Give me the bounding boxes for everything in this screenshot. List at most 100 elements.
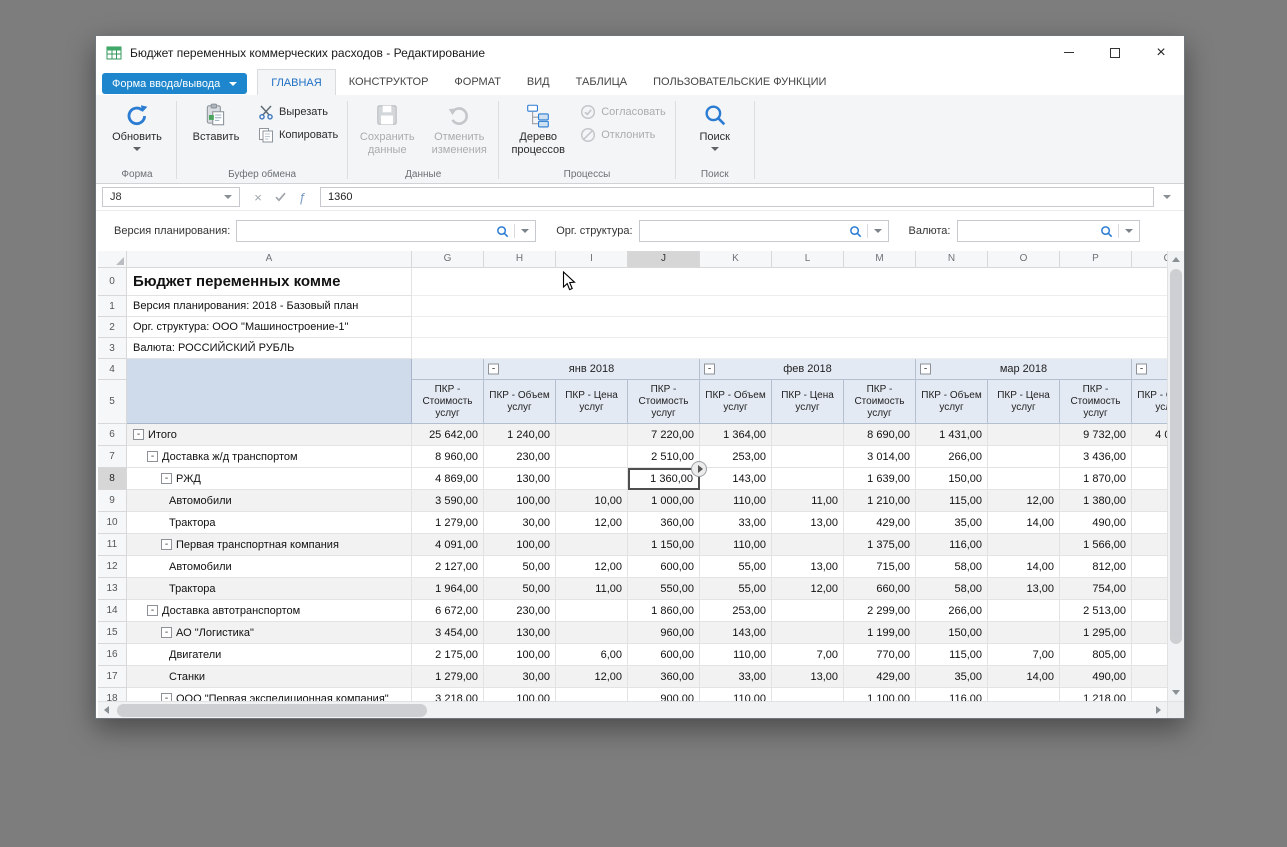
reject-button[interactable]: Отклонить — [575, 124, 670, 145]
minimize-button[interactable] — [1046, 36, 1092, 69]
cell-G14[interactable]: 6 672,00 — [412, 600, 484, 622]
column-header-O[interactable]: O — [988, 251, 1060, 268]
cell-N7[interactable]: 266,00 — [916, 446, 988, 468]
row-label-9[interactable]: Автомобили — [127, 490, 412, 512]
cell-Q9[interactable] — [1132, 490, 1167, 512]
cell-H6[interactable]: 1 240,00 — [484, 424, 556, 446]
cell-M18[interactable]: 1 100,00 — [844, 688, 916, 701]
cell-N10[interactable]: 35,00 — [916, 512, 988, 534]
cell-G16[interactable]: 2 175,00 — [412, 644, 484, 666]
row-header-8[interactable]: 8 — [98, 468, 127, 490]
tab-3[interactable]: ВИД — [514, 69, 563, 95]
column-header-H[interactable]: H — [484, 251, 556, 268]
collapse-button[interactable]: - — [1136, 364, 1147, 375]
titlebar[interactable]: Бюджет переменных коммерческих расходов … — [96, 36, 1184, 69]
cell-J9[interactable]: 1 000,00 — [628, 490, 700, 512]
cell-G15[interactable]: 3 454,00 — [412, 622, 484, 644]
cell-L8[interactable] — [772, 468, 844, 490]
cell-K6[interactable]: 1 364,00 — [700, 424, 772, 446]
cell-I11[interactable] — [556, 534, 628, 556]
horizontal-scroll-thumb[interactable] — [117, 704, 427, 717]
collapse-button[interactable]: - — [704, 364, 715, 375]
cell-Q6[interactable]: 4 035,00 — [1132, 424, 1167, 446]
cell-H7[interactable]: 230,00 — [484, 446, 556, 468]
row-label-12[interactable]: Автомобили — [127, 556, 412, 578]
row-label-6[interactable]: -Итого — [127, 424, 412, 446]
cell-M17[interactable]: 429,00 — [844, 666, 916, 688]
cell-G11[interactable]: 4 091,00 — [412, 534, 484, 556]
cell-Q18[interactable] — [1132, 688, 1167, 701]
cell-O15[interactable] — [988, 622, 1060, 644]
cell-I13[interactable]: 11,00 — [556, 578, 628, 600]
sheet-title-cell[interactable]: Бюджет переменных комме — [127, 268, 412, 296]
cell-M8[interactable]: 1 639,00 — [844, 468, 916, 490]
measure-header-N[interactable]: ПКР - Объем услуг — [916, 380, 988, 424]
cell-H14[interactable]: 230,00 — [484, 600, 556, 622]
row-label-11[interactable]: -Первая транспортная компания — [127, 534, 412, 556]
measure-header-L[interactable]: ПКР - Цена услуг — [772, 380, 844, 424]
row-label-15[interactable]: -АО "Логистика" — [127, 622, 412, 644]
chevron-down-icon[interactable] — [711, 147, 719, 151]
search-icon[interactable] — [496, 225, 509, 238]
cell-K8[interactable]: 143,00 — [700, 468, 772, 490]
measure-header-I[interactable]: ПКР - Цена услуг — [556, 380, 628, 424]
cell-J11[interactable]: 1 150,00 — [628, 534, 700, 556]
cell-I14[interactable] — [556, 600, 628, 622]
measure-header-O[interactable]: ПКР - Цена услуг — [988, 380, 1060, 424]
row-header-0[interactable]: 0 — [98, 268, 127, 296]
chevron-down-icon[interactable] — [133, 147, 141, 151]
cell-H12[interactable]: 50,00 — [484, 556, 556, 578]
column-header-J[interactable]: J — [628, 251, 700, 268]
cell-P10[interactable]: 490,00 — [1060, 512, 1132, 534]
row-header-3[interactable]: 3 — [98, 338, 127, 359]
cell-name-box[interactable]: J8 — [102, 187, 240, 207]
sheet-info-cell[interactable]: Версия планирования: 2018 - Базовый план — [127, 296, 412, 317]
cell-L16[interactable]: 7,00 — [772, 644, 844, 666]
cell-O12[interactable]: 14,00 — [988, 556, 1060, 578]
process-tree-button[interactable]: Дерево процессов — [503, 98, 573, 162]
row-header-2[interactable]: 2 — [98, 317, 127, 338]
column-header-N[interactable]: N — [916, 251, 988, 268]
cell-I9[interactable]: 10,00 — [556, 490, 628, 512]
cell-P18[interactable]: 1 218,00 — [1060, 688, 1132, 701]
cell-Q16[interactable] — [1132, 644, 1167, 666]
column-header-Q[interactable]: Q — [1132, 251, 1167, 268]
cell-H9[interactable]: 100,00 — [484, 490, 556, 512]
cell-G12[interactable]: 2 127,00 — [412, 556, 484, 578]
chevron-down-icon[interactable] — [224, 195, 232, 199]
close-button[interactable]: × — [1138, 36, 1184, 69]
cell-Q7[interactable] — [1132, 446, 1167, 468]
row-label-17[interactable]: Станки — [127, 666, 412, 688]
row-header-11[interactable]: 11 — [98, 534, 127, 556]
cell-L6[interactable] — [772, 424, 844, 446]
measure-header-G[interactable]: ПКР - Стоимость услуг — [412, 380, 484, 424]
row-header-4[interactable]: 4 — [98, 359, 127, 380]
row-header-16[interactable]: 16 — [98, 644, 127, 666]
row-header-1[interactable]: 1 — [98, 296, 127, 317]
tab-0[interactable]: ГЛАВНАЯ — [257, 69, 335, 95]
tab-4[interactable]: ТАБЛИЦА — [563, 69, 641, 95]
cell-J8[interactable]: 1 360,00 — [628, 468, 700, 490]
cell-H11[interactable]: 100,00 — [484, 534, 556, 556]
cell-I18[interactable] — [556, 688, 628, 701]
cancel-edit-button[interactable]: × — [248, 188, 268, 206]
cell-J12[interactable]: 600,00 — [628, 556, 700, 578]
cell-G9[interactable]: 3 590,00 — [412, 490, 484, 512]
cell-H10[interactable]: 30,00 — [484, 512, 556, 534]
orgstructure-filter-input[interactable] — [639, 220, 889, 242]
cell-M6[interactable]: 8 690,00 — [844, 424, 916, 446]
cell-H17[interactable]: 30,00 — [484, 666, 556, 688]
cell-N6[interactable]: 1 431,00 — [916, 424, 988, 446]
cell-G8[interactable]: 4 869,00 — [412, 468, 484, 490]
cell-N16[interactable]: 115,00 — [916, 644, 988, 666]
row-header-17[interactable]: 17 — [98, 666, 127, 688]
version-filter-input[interactable] — [236, 220, 536, 242]
cell-J13[interactable]: 550,00 — [628, 578, 700, 600]
cell-G7[interactable]: 8 960,00 — [412, 446, 484, 468]
cell-L7[interactable] — [772, 446, 844, 468]
cell-Q13[interactable] — [1132, 578, 1167, 600]
cell-O6[interactable] — [988, 424, 1060, 446]
row-header-5[interactable]: 5 — [98, 380, 127, 424]
collapse-button[interactable]: - — [147, 605, 158, 616]
cell-M10[interactable]: 429,00 — [844, 512, 916, 534]
